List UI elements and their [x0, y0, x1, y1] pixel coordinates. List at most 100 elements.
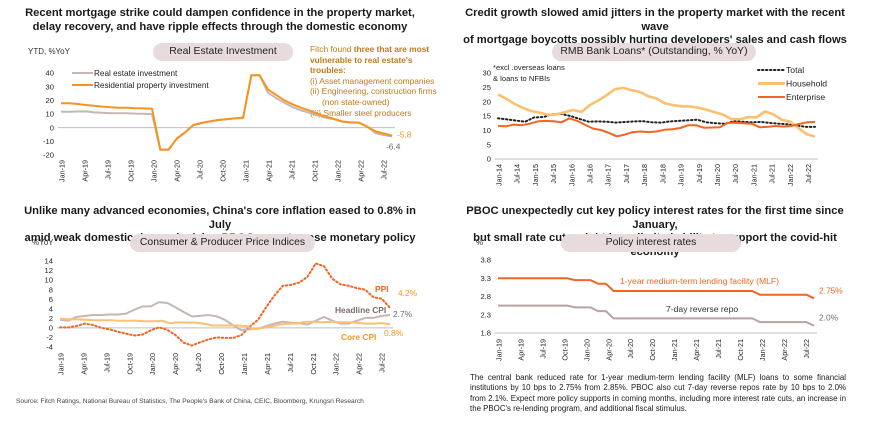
x-tick-label: Oct-20: [217, 353, 226, 375]
legend-label: Household: [786, 79, 827, 89]
x-tick-label: Apr-22: [355, 353, 364, 375]
x-tick-label: Apr-21: [265, 160, 274, 182]
y-tick-label: 3.3: [480, 274, 491, 283]
x-tick-label: Jul-22: [804, 164, 813, 184]
legend-label: Residential property investment: [94, 81, 209, 90]
x-tick-label: Jan-19: [58, 160, 67, 182]
x-tick-label: Jan-16: [567, 164, 576, 186]
x-tick-label: Apr-20: [173, 160, 182, 182]
end-value-label: 4.2%: [398, 288, 418, 298]
fitch-note-intro: Fitch found three that are most vulnerab…: [310, 44, 440, 76]
x-tick-label: Apr-20: [171, 353, 180, 375]
series-line-enterprise: [497, 117, 816, 138]
prices-pill: Consumer & Producer Price Indices: [130, 234, 315, 252]
y-tick-label: 2: [49, 314, 53, 323]
real-estate-pill: Real Estate Investment: [153, 43, 293, 61]
x-tick-label: Oct-19: [560, 339, 569, 361]
y-tick-label: 30: [46, 82, 54, 91]
x-tick-label: Jan-17: [604, 164, 613, 186]
headline-line: delay recovery, and have ripple effects …: [32, 20, 408, 33]
y-tick-label: 1.8: [480, 329, 491, 338]
x-tick-label: Oct-21: [736, 339, 745, 361]
y-tick-label: 2.3: [480, 310, 491, 319]
x-tick-label: Jan-14: [495, 164, 504, 186]
rates-pill: Policy interest rates: [561, 234, 741, 252]
x-tick-label: Jul-20: [626, 339, 635, 359]
real-estate-headline: Recent mortgage strike could dampen conf…: [20, 7, 420, 34]
series-line-residential-property-investment: [61, 74, 393, 151]
x-tick-label: Apr-21: [692, 339, 701, 361]
fitch-intro-text: Fitch found: [310, 44, 354, 54]
series-line-ppi: [59, 262, 391, 347]
y-tick-label: 2.8: [480, 292, 491, 301]
x-tick-label: Jul-22: [380, 160, 389, 180]
x-tick-label: Apr-19: [79, 353, 88, 375]
end-value-label: 2.75%: [819, 285, 843, 295]
x-tick-label: Oct-21: [309, 353, 318, 375]
y-tick-label: 8: [49, 285, 53, 294]
series-label-headline-cpi: Headline CPI: [335, 305, 386, 315]
x-tick-label: Jul-14: [513, 164, 522, 184]
headline-line: PBOC unexpectedly cut key policy interes…: [466, 205, 844, 231]
x-tick-label: Jul-17: [622, 164, 631, 184]
footnote-line: & loans to NFBIs: [493, 73, 550, 83]
x-tick-label: Jul-22: [802, 339, 811, 359]
footnote-line: *excl .overseas loans: [493, 63, 565, 72]
end-value-label: 0.8%: [384, 328, 404, 338]
y-tick-label: 20: [46, 96, 54, 105]
fitch-intro-bold: three that are most vulnerable to real e…: [310, 44, 430, 76]
x-tick-label: Jan-21: [240, 353, 249, 375]
fitch-note: Fitch found three that are most vulnerab…: [310, 44, 440, 118]
y-tick-label: 40: [46, 69, 54, 78]
series-line-7-day-reverse-repo: [498, 304, 815, 327]
source-note: Source: Fitch Ratings, National Bureau o…: [16, 398, 364, 405]
x-tick-label: Jul-21: [714, 339, 723, 359]
series-label-repo: 7-day reverse repo: [666, 304, 738, 314]
x-tick-label: Jan-20: [148, 353, 157, 375]
y-tick-label: 10: [45, 276, 53, 285]
x-tick-label: Jan-22: [334, 160, 343, 182]
y-tick-label: -20: [43, 151, 54, 160]
end-value-label: -6.4: [386, 141, 401, 151]
x-tick-label: Jul-18: [658, 164, 667, 184]
x-tick-label: Jul-15: [549, 164, 558, 184]
y-tick-label: -10: [43, 137, 54, 146]
x-tick-label: Jan-22: [786, 164, 795, 186]
x-tick-label: Apr-20: [604, 339, 613, 361]
x-tick-label: Jan-21: [670, 339, 679, 361]
x-tick-label: Jul-20: [196, 160, 205, 180]
x-tick-label: Jul-21: [286, 353, 295, 373]
y-tick-label: 15: [483, 112, 491, 121]
y-tick-label: 10: [483, 126, 491, 135]
y-tick-label: -4: [46, 343, 53, 352]
loans-pill: RMB Bank Loans* (Outstanding, % YoY): [552, 43, 756, 61]
x-tick-label: Jan-15: [531, 164, 540, 186]
series-line-core-cpi: [59, 317, 391, 331]
rates-unit: %: [476, 238, 484, 247]
y-tick-label: 20: [483, 97, 491, 106]
y-tick-label: 5: [487, 140, 491, 149]
x-tick-label: Jan-19: [57, 353, 66, 375]
real-estate-unit: YTD, %YoY: [28, 47, 70, 56]
x-tick-label: Apr-19: [516, 339, 525, 361]
x-tick-label: Oct-19: [125, 353, 134, 375]
x-tick-label: Apr-19: [81, 160, 90, 182]
x-tick-label: Jul-16: [586, 164, 595, 184]
x-tick-label: Jan-19: [677, 164, 686, 186]
series-line-1-year-medium-term-lending-facility-mlf-: [498, 277, 815, 300]
fitch-item: (ii) Engineering, construction firms: [310, 86, 437, 97]
x-tick-label: Jan-18: [640, 164, 649, 186]
headline-line: Credit growth slowed amid jitters in the…: [465, 7, 845, 33]
x-tick-label: Jan-20: [150, 160, 159, 182]
headline-line: Recent mortgage strike could dampen conf…: [25, 7, 415, 19]
x-tick-label: Oct-21: [311, 160, 320, 182]
x-tick-label: Jan-20: [713, 164, 722, 186]
y-tick-label: 3.8: [480, 256, 491, 265]
x-tick-label: Jan-20: [582, 339, 591, 361]
x-tick-label: Apr-22: [357, 160, 366, 182]
x-tick-label: Jan-21: [749, 164, 758, 186]
